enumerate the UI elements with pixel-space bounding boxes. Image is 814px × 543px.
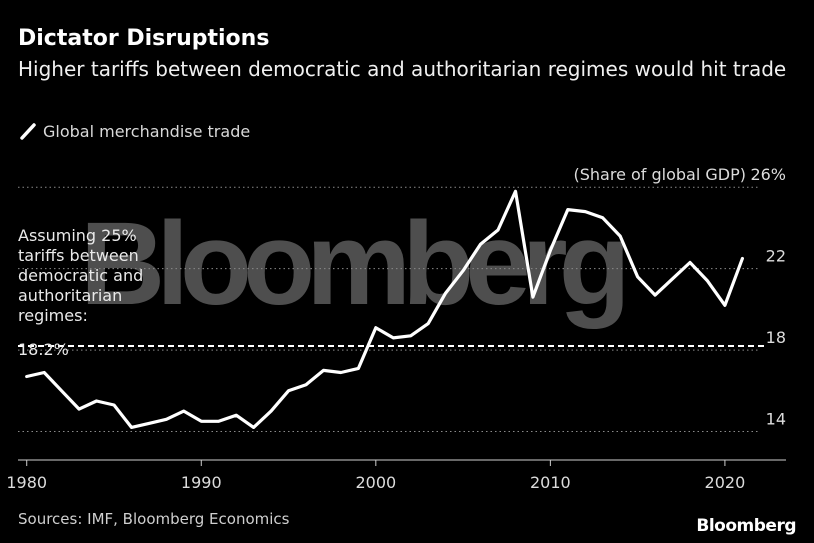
legend: Global merchandise trade bbox=[18, 121, 250, 141]
y-axis-label: (Share of global GDP) bbox=[574, 165, 747, 184]
x-tick-label-1990: 1990 bbox=[181, 473, 222, 492]
chart-subtitle: Higher tariffs between democratic and au… bbox=[18, 57, 787, 81]
chart-title: Dictator Disruptions bbox=[18, 26, 270, 51]
x-tick-label-2020: 2020 bbox=[705, 473, 746, 492]
legend-line-icon bbox=[20, 123, 36, 140]
series-layer bbox=[25, 189, 744, 429]
series-line-global-merchandise-trade bbox=[25, 189, 744, 429]
tariff-annotation-value: 18.2% bbox=[18, 340, 69, 359]
source-note: Sources: IMF, Bloomberg Economics bbox=[18, 510, 290, 528]
y-axis: 26% 22 18 14 (Share of global GDP) bbox=[574, 165, 787, 428]
bloomberg-logo: Bloomberg bbox=[696, 516, 796, 536]
legend-label: Global merchandise trade bbox=[43, 121, 251, 141]
x-tick-label-2000: 2000 bbox=[355, 473, 396, 492]
x-tick-label-2010: 2010 bbox=[530, 473, 571, 492]
y-tick-label-22: 22 bbox=[766, 247, 786, 266]
tariff-annotation-text: Assuming 25% tariffs between democratic … bbox=[18, 226, 144, 325]
y-tick-label-26: 26% bbox=[750, 165, 786, 184]
y-tick-label-18: 18 bbox=[766, 328, 786, 347]
x-axis: 1980 1990 2000 2010 2020 bbox=[6, 459, 786, 492]
y-tick-label-14: 14 bbox=[766, 410, 786, 429]
bloomberg-watermark: Bloomberg bbox=[80, 198, 631, 330]
x-tick-label-1980: 1980 bbox=[6, 473, 47, 492]
